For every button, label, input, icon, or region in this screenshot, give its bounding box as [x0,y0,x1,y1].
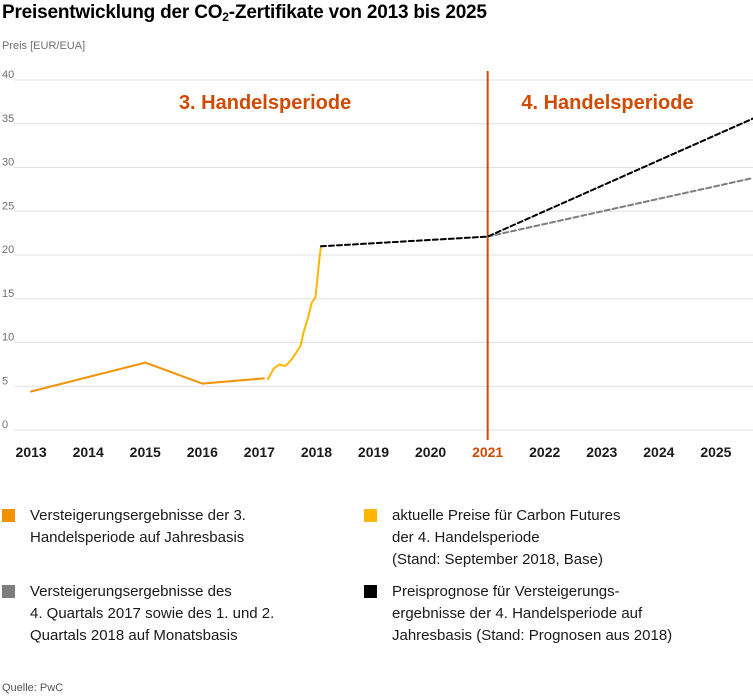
y-tick-label: 35 [2,113,14,125]
legend-swatch [364,585,377,598]
y-tick-label: 40 [2,69,14,81]
y-tick-label: 30 [2,157,14,169]
legend-swatch [2,585,15,598]
legend-label: Preisprognose für Versteigerungs- ergebn… [392,583,673,644]
series-line [266,245,322,381]
x-tick-label: 2019 [358,444,389,460]
x-tick-label: 2018 [301,444,332,460]
y-tick-label: 5 [2,375,8,387]
legend-label: Versteigerungsergebnisse der 3. Handelsp… [30,507,246,546]
x-tick-label: 2014 [73,444,104,460]
x-tick-label: 2025 [700,444,731,460]
chart-title: Preisentwicklung der CO2-Zertifikate von… [2,2,487,24]
y-tick-label: 25 [2,200,14,212]
x-tick-label: 2022 [529,444,560,460]
series-line [320,117,753,248]
x-tick-label: 2020 [415,444,446,460]
legend-item-grey: Versteigerungsergebnisse des 4. Quartals… [2,581,342,651]
series-line [30,361,265,393]
legend-label: aktuelle Preise für Carbon Futures der 4… [392,507,621,568]
y-tick-label: 0 [2,419,8,431]
series-line [486,177,753,238]
x-tick-label: 2016 [187,444,218,460]
x-tick-label: 2017 [244,444,275,460]
legend-item-black: Preisprognose für Versteigerungs- ergebn… [364,581,749,651]
period-label: 4. Handelsperiode [521,92,693,114]
legend-item-orange: Versteigerungsergebnisse der 3. Handelsp… [2,505,332,565]
x-tick-label: 2015 [130,444,161,460]
period-label: 3. Handelsperiode [179,92,351,114]
y-tick-label: 20 [2,244,14,256]
x-tick-label: 2021 [472,444,503,460]
x-tick-label: 2013 [16,444,47,460]
y-axis-label: Preis [EUR/EUA] [2,40,86,52]
y-tick-label: 15 [2,288,14,300]
source-note: Quelle: PwC [2,682,64,694]
legend-label: Versteigerungsergebnisse des 4. Quartals… [30,583,275,644]
x-tick-label: 2023 [586,444,617,460]
legend-swatch [2,509,15,522]
legend-item-yellow: aktuelle Preise für Carbon Futures der 4… [364,505,744,575]
legend-swatch [364,509,377,522]
x-tick-label: 2024 [643,444,674,460]
y-tick-label: 10 [2,332,14,344]
